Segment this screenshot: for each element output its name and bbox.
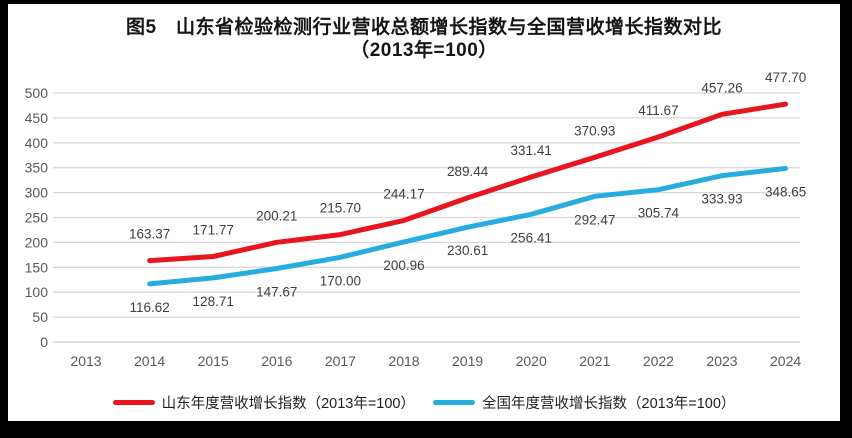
x-axis-tick-label: 2014 [134,353,165,369]
y-axis-tick-label: 150 [25,259,49,275]
x-axis-tick-label: 2020 [516,353,547,369]
data-label: 292.47 [574,212,615,227]
data-label: 200.96 [383,258,424,273]
legend-line-swatch [433,400,475,405]
data-label: 305.74 [638,206,680,221]
data-label: 230.61 [447,243,488,258]
x-axis-tick-label: 2023 [706,353,737,369]
series-line-0 [147,101,789,264]
data-label: 163.37 [129,227,170,242]
x-axis-tick-label: 2019 [452,353,483,369]
data-label: 200.21 [256,208,297,223]
data-label: 116.62 [129,300,169,315]
data-label: 256.41 [511,230,552,245]
y-axis-tick-label: 0 [40,334,48,350]
y-axis-tick-label: 500 [25,85,49,101]
series-line-1 [147,165,789,287]
x-axis-tick-label: 2017 [325,353,356,369]
chart-title-line1: 图5 山东省检验检测行业营收总额增长指数与全国营收增长指数对比 [125,17,723,38]
data-label: 215.70 [320,201,361,216]
line-chart-plot: 0 50 100 150 200 250 300 350 400 450 500 2013 2014 20… [25,70,807,369]
chart-title: 图5 山东省检验检测行业营收总额增长指数与全国营收增长指数对比 （2013年=1… [8,16,840,62]
x-axis-tick-label: 2018 [388,353,419,369]
x-axis-tick-label: 2021 [579,353,610,369]
chart-legend: 山东年度营收增长指数（2013年=100） 全国年度营收增长指数（2013年=10… [8,392,840,413]
x-axis-tick-label: 2022 [643,353,674,369]
data-label: 411.67 [638,103,678,118]
legend-label: 山东年度营收增长指数（2013年=100） [161,396,415,412]
data-label: 333.93 [701,192,742,207]
data-label: 348.65 [765,184,806,199]
legend-line-swatch [112,400,155,405]
legend-item-0[interactable]: 山东年度营收增长指数（2013年=100） [112,392,415,413]
data-label: 170.00 [320,273,361,288]
y-axis-tick-label: 100 [25,284,49,300]
data-label: 477.70 [765,70,806,85]
y-axis-tick-label: 350 [25,160,49,176]
data-label: 244.17 [383,186,424,201]
data-label: 370.93 [574,123,615,138]
chart-title-line2: （2013年=100） [350,40,498,61]
legend-label: 全国年度营收增长指数（2013年=100） [482,396,736,412]
data-label: 457.26 [701,80,742,95]
y-axis-tick-label: 450 [25,110,49,126]
y-axis-tick-label: 400 [25,135,49,151]
data-label: 331.41 [511,143,552,158]
y-axis-tick-label: 250 [25,210,49,226]
x-axis-tick-label: 2016 [261,353,292,369]
data-label: 289.44 [447,164,489,179]
x-axis-tick-label: 2024 [770,353,801,369]
x-axis-tick-label: 2013 [70,353,101,369]
data-label: 171.77 [193,222,234,237]
data-label: 147.67 [256,284,297,299]
y-axis-tick-label: 50 [32,309,48,325]
y-axis-tick-label: 200 [25,234,49,250]
chart-container: 图5 山东省检验检测行业营收总额增长指数与全国营收增长指数对比 （2013年=1… [8,4,840,421]
legend-item-1[interactable]: 全国年度营收增长指数（2013年=100） [433,392,735,413]
y-axis-tick-label: 300 [25,185,49,201]
x-axis-tick-label: 2015 [198,353,229,369]
data-label: 128.71 [193,294,234,309]
